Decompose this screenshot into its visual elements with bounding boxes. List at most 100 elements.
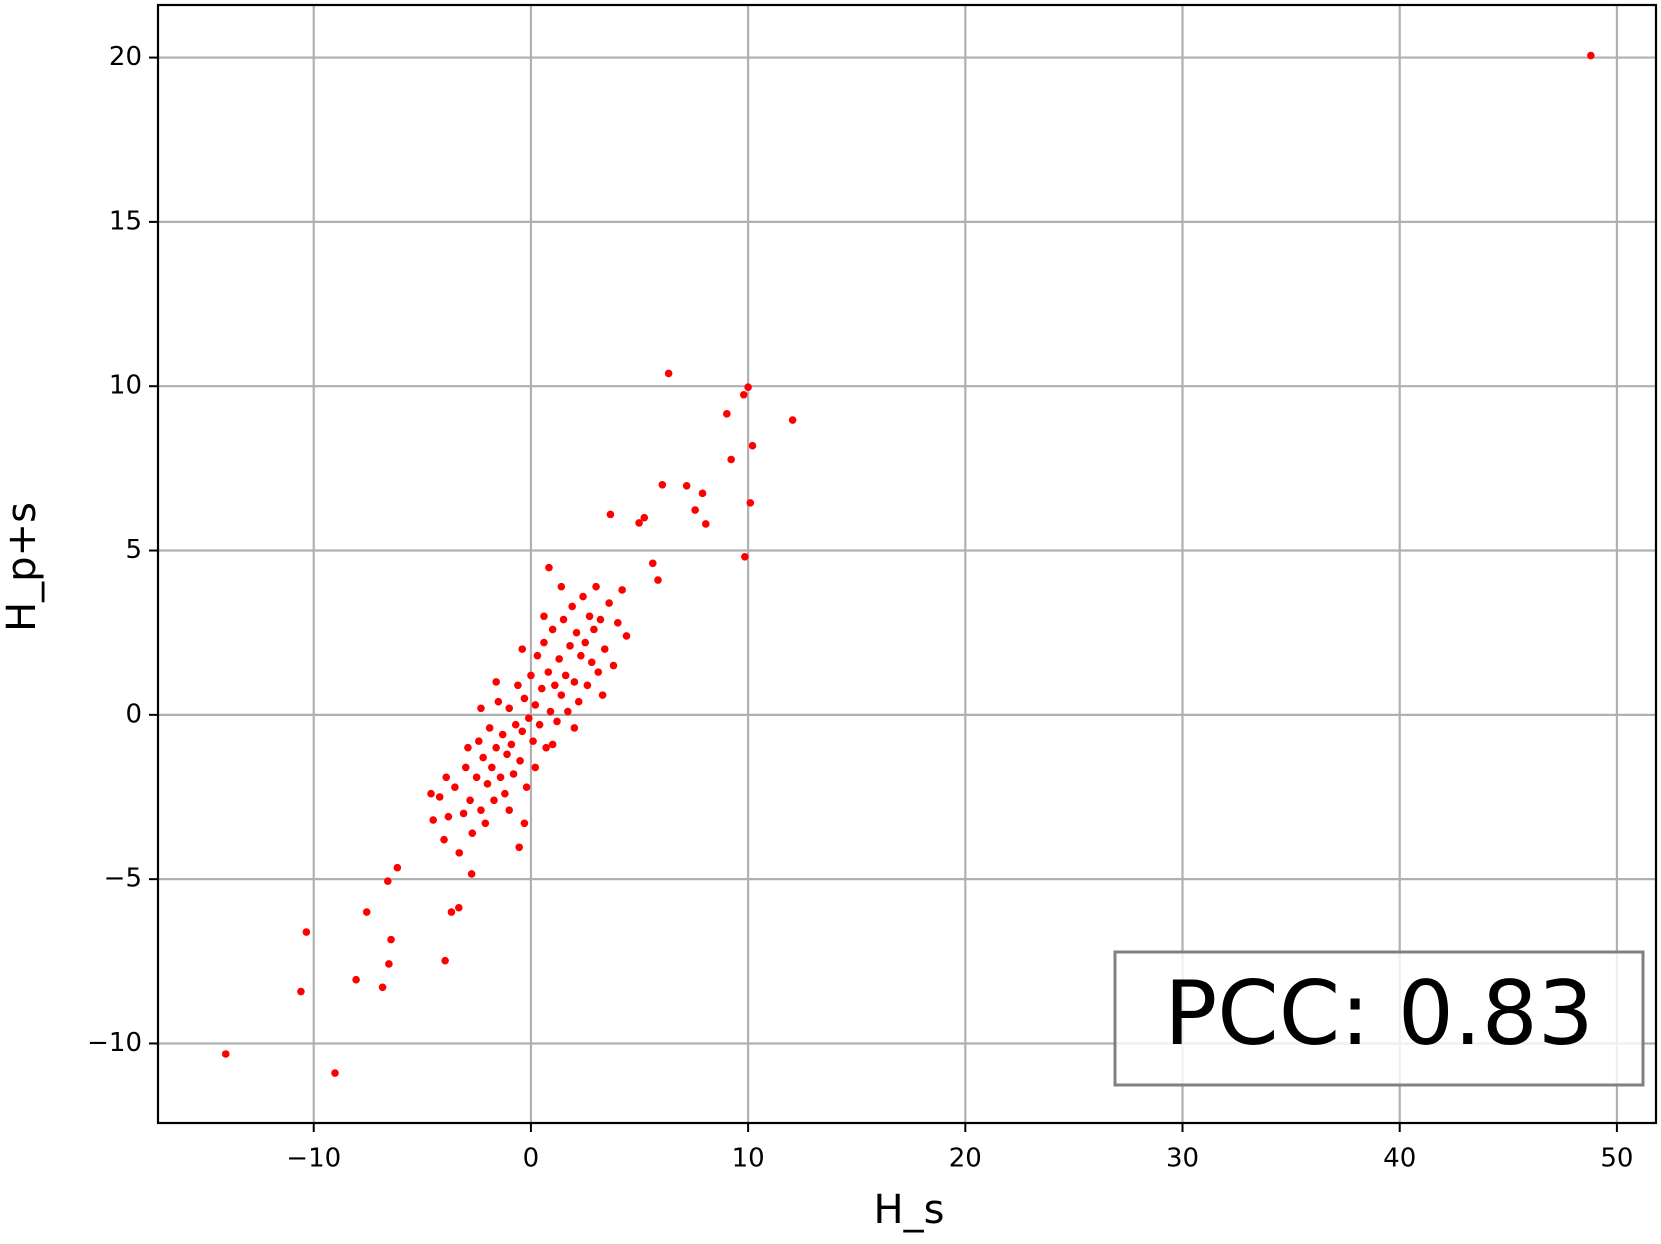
point [485,724,494,732]
y-tick-label: −10 [87,1028,142,1058]
point [553,717,561,726]
point [477,704,485,713]
x-tick-label: 0 [523,1144,540,1174]
point [501,789,509,798]
point [393,863,402,872]
point [551,681,559,690]
x-tick-label: 30 [1166,1144,1199,1174]
point [592,582,600,591]
x-tick-label: 50 [1600,1144,1633,1174]
point [746,499,755,507]
point [557,582,566,591]
point [507,740,516,749]
point [545,563,553,572]
point [297,987,305,996]
plot-frame [156,3,1658,1125]
point [555,655,563,663]
point [527,671,535,680]
point [594,668,603,676]
point [522,783,531,791]
point [640,513,649,522]
point [481,819,490,828]
point [474,737,483,745]
point [535,720,544,729]
point [511,720,520,729]
point [442,773,451,782]
point [362,908,371,916]
point [723,410,731,418]
y-tick-label: 5 [125,535,142,565]
point [455,903,463,912]
point [788,416,797,424]
point [505,704,514,713]
point [427,789,435,798]
point [516,757,524,765]
point [441,956,449,965]
point [429,816,437,824]
point [557,691,566,699]
point [331,1069,339,1077]
point [748,441,757,450]
point [635,519,643,527]
point [1587,51,1595,60]
y-tick-label: −5 [104,864,142,894]
point [540,638,548,647]
point [579,592,587,601]
point [479,753,487,762]
point [302,928,311,936]
y-axis-label: H_p+s [0,502,45,632]
point [537,684,546,693]
point [577,651,585,660]
point [590,625,598,634]
point [518,645,527,653]
y-tick-label: 15 [109,206,142,236]
point [387,935,395,944]
point [514,681,522,690]
point [583,681,592,690]
x-tick-label: 10 [732,1144,765,1174]
point [658,481,667,489]
point [570,724,579,732]
point [468,829,477,837]
point [503,750,511,759]
point [698,489,707,498]
point [444,812,453,821]
point [531,763,540,772]
point [561,671,570,680]
point [494,697,503,706]
point [477,806,485,814]
point [598,691,607,699]
x-axis-label: H_s [874,1187,945,1233]
point [544,668,553,676]
y-tick-label: 10 [109,371,142,401]
point [490,796,498,805]
point [548,625,557,634]
annotation-box [1113,950,1645,1087]
point [744,383,752,391]
point [572,628,581,637]
point [440,835,448,844]
point [570,678,579,686]
x-tick-label: 20 [949,1144,982,1174]
y-tick-label: 20 [109,42,142,72]
point [609,661,618,670]
point [464,743,472,752]
point [574,697,583,706]
point [566,642,574,650]
point [488,763,496,772]
point [483,780,492,788]
x-tick-label: 40 [1383,1144,1416,1174]
point [564,707,572,716]
point [505,806,514,814]
point [614,619,622,627]
point [648,559,657,568]
point [509,770,518,778]
point [383,877,392,885]
point [533,651,542,660]
point [605,599,613,607]
point [606,510,615,519]
point [587,658,596,667]
point [447,908,456,916]
point [520,694,529,703]
point [568,602,576,611]
